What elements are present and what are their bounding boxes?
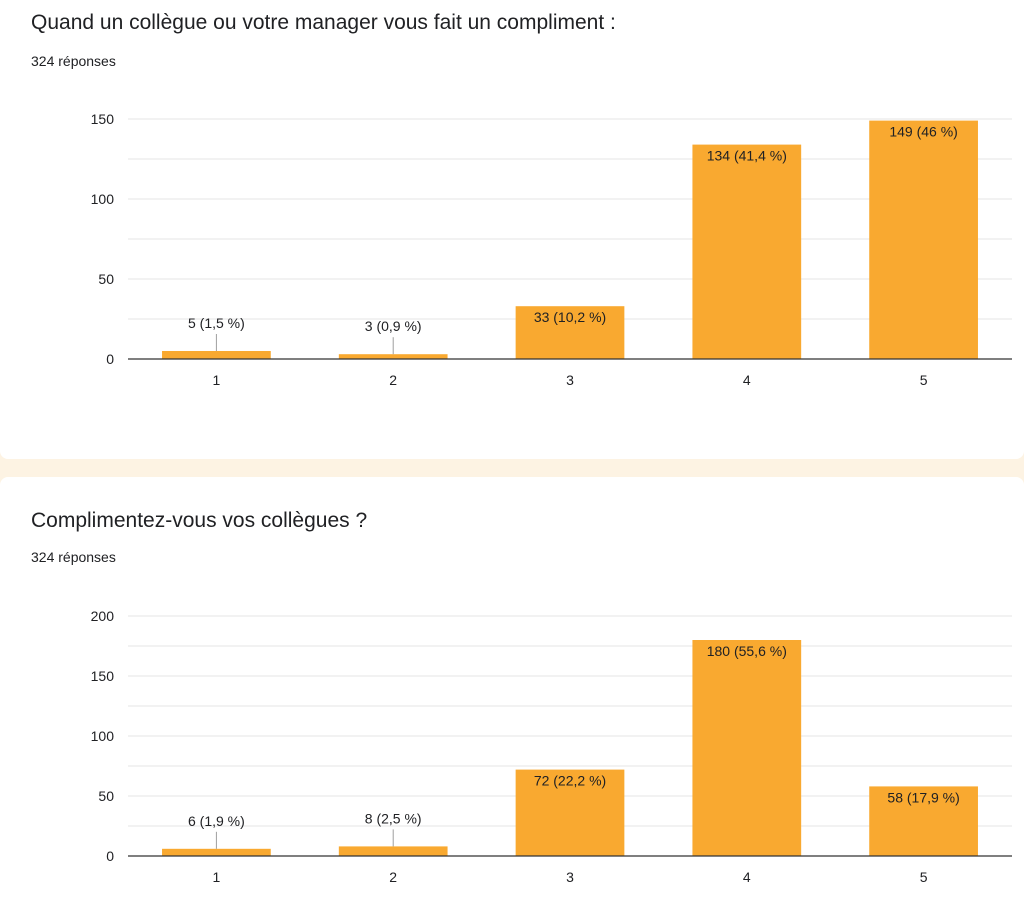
- question-title: Quand un collègue ou votre manager vous …: [31, 11, 616, 34]
- bar: [515, 769, 625, 856]
- y-tick-label: 0: [106, 848, 114, 864]
- bar: [869, 786, 978, 856]
- data-label: 5 (1,5 %): [188, 315, 245, 331]
- x-tick-label: 2: [389, 372, 397, 388]
- y-tick-label: 200: [91, 608, 115, 624]
- data-label: 33 (10,2 %): [534, 309, 606, 325]
- y-tick-label: 50: [98, 788, 114, 804]
- y-tick-label: 100: [91, 728, 115, 744]
- y-tick-label: 150: [91, 111, 115, 127]
- y-tick-label: 0: [106, 351, 114, 367]
- x-tick-label: 4: [743, 372, 751, 388]
- y-tick-label: 150: [91, 668, 115, 684]
- bar: [515, 306, 625, 359]
- response-count: 324 réponses: [31, 53, 116, 69]
- bar-chart-2: 0 50 100 150 200 1 6 (1,9 %) 2 8 (2,5 %) 3 72 (22,…: [91, 608, 1012, 885]
- x-tick-label: 2: [389, 869, 397, 885]
- data-label: 180 (55,6 %): [707, 643, 787, 659]
- bar: [869, 120, 978, 359]
- question-card-2: Complimentez-vous vos collègues ? 324 ré…: [0, 477, 1024, 909]
- bar: [338, 846, 448, 856]
- data-label: 6 (1,9 %): [188, 813, 245, 829]
- question-title: Complimentez-vous vos collègues ?: [31, 509, 368, 532]
- bar: [162, 848, 271, 856]
- bar-chart-1: 0 50 100 150 1 5 (1,5 %) 2 3 (0,9 %) 3 33 (10,2 %…: [91, 111, 1012, 388]
- data-label: 72 (22,2 %): [534, 773, 606, 789]
- bar: [162, 351, 271, 359]
- data-label: 3 (0,9 %): [365, 318, 422, 334]
- question-card-1: Quand un collègue ou votre manager vous …: [0, 0, 1024, 459]
- bar: [692, 144, 802, 359]
- data-label: 58 (17,9 %): [887, 789, 959, 805]
- x-tick-label: 1: [213, 869, 221, 885]
- data-label: 8 (2,5 %): [365, 810, 422, 826]
- x-tick-label: 5: [920, 372, 928, 388]
- bar: [692, 640, 802, 856]
- bar: [338, 354, 448, 359]
- y-tick-label: 100: [91, 191, 115, 207]
- x-tick-label: 4: [743, 869, 751, 885]
- x-tick-label: 1: [213, 372, 221, 388]
- response-count: 324 réponses: [31, 549, 116, 565]
- x-tick-label: 3: [566, 869, 574, 885]
- x-tick-label: 5: [920, 869, 928, 885]
- x-tick-label: 3: [566, 372, 574, 388]
- data-label: 149 (46 %): [889, 124, 957, 140]
- y-tick-label: 50: [98, 271, 114, 287]
- data-label: 134 (41,4 %): [707, 148, 787, 164]
